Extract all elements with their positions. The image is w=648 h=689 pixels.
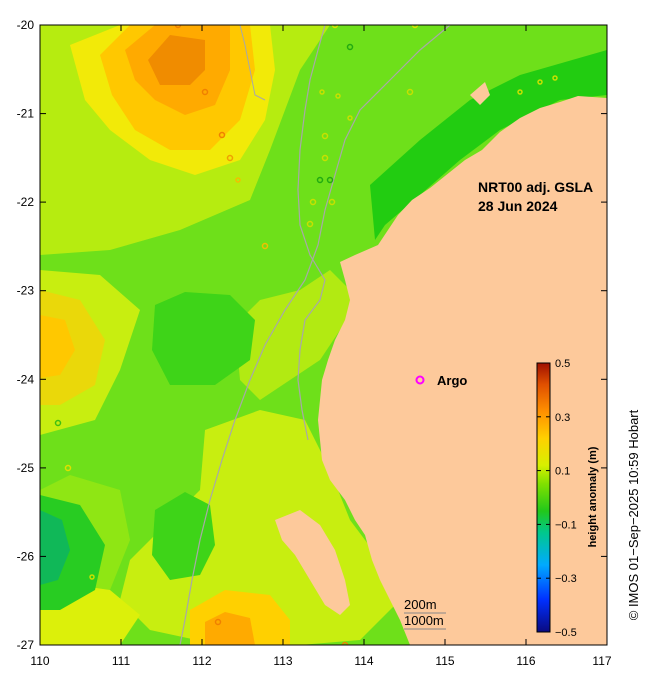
colorbar-tick-label: −0.3 [555,573,577,585]
argo-marker [321,154,329,162]
argo-marker [341,641,349,645]
argo-marker [201,88,209,96]
argo-marker [261,242,269,250]
colorbar-ticks [537,362,550,633]
lat-tick-label: -26 [17,549,35,563]
anomaly-band [148,35,205,85]
lon-tick-label: 117 [592,654,611,668]
credit-text: © IMOS 01−Sep−2025 10:59 Hobart [626,409,641,620]
anomaly-band [40,315,75,378]
depth-contour-1000m [179,25,451,645]
argo-marker [346,43,354,51]
ocean-field [40,25,607,645]
colorbar-tick-label: 0.5 [555,358,570,370]
map-date: 28 Jun 2024 [478,198,558,214]
argo-float-markers [54,25,558,645]
lat-tick-labels: -20 -21 -22 -23 -24 -25 -26 -27 [17,18,35,652]
argo-marker [64,464,72,472]
colorbar-tick-label: 0.3 [555,412,570,424]
depth-contour [239,25,266,101]
colorbar-tick-labels: 0.5 0.3 0.1 −0.1 −0.3 −0.5 [555,358,577,639]
island [470,82,490,105]
lat-ticks [40,24,607,646]
argo-legend-icon [415,375,425,385]
argo-marker [335,93,341,99]
lon-tick-label: 114 [354,654,373,668]
argo-marker [174,25,182,29]
colorbar [536,362,551,633]
argo-marker [328,198,336,206]
shelf-region [370,50,607,240]
colorbar-tick-label: 0.1 [555,466,570,478]
argo-marker [552,75,558,81]
argo-marker [326,176,334,184]
argo-marker [316,176,324,184]
lon-tick-label: 112 [192,654,211,668]
anomaly-band [152,292,255,385]
colorbar-label: height anomaly (m) [587,446,599,547]
lon-tick-label: 115 [435,654,454,668]
argo-marker [517,89,523,95]
lon-ticks [39,25,608,645]
lon-tick-label: 116 [516,654,535,668]
colorbar-tick-label: −0.1 [555,519,577,531]
lat-tick-label: -22 [17,195,35,209]
land-peninsula [275,510,350,615]
anomaly-band [235,270,360,400]
argo-marker [218,131,226,139]
argo-marker [235,177,241,183]
lat-tick-label: -23 [17,284,35,298]
plot-frame [39,24,608,646]
lon-tick-label: 110 [30,654,49,668]
argo-marker [347,115,353,121]
argo-marker [309,198,317,206]
argo-marker [331,25,339,29]
argo-marker [214,618,222,626]
argo-marker [321,132,329,140]
argo-marker [319,89,325,95]
map-title: NRT00 adj. GSLA [478,179,593,195]
argo-legend-label: Argo [437,373,467,388]
lat-tick-label: -27 [17,638,35,652]
land-mass [318,96,607,645]
argo-marker [537,79,543,85]
lon-tick-label: 111 [112,654,131,668]
colorbar-tick-label: −0.5 [555,627,577,639]
contour-label-200m: 200m [404,597,437,612]
anomaly-band [152,492,215,580]
lat-tick-label: -21 [17,107,35,121]
lat-tick-label: -20 [17,18,35,32]
contour-label-1000m: 1000m [404,613,444,628]
argo-marker [226,154,234,162]
argo-marker [411,25,419,29]
lat-tick-label: -24 [17,372,35,386]
depth-contour-200m [297,25,326,441]
lon-tick-label: 113 [273,654,292,668]
argo-marker [54,419,62,427]
argo-marker [306,220,314,228]
anomaly-band [40,510,70,585]
argo-marker [406,88,414,96]
lat-tick-label: -25 [17,461,35,475]
lon-tick-labels: 110 111 112 113 114 115 116 117 [30,654,611,668]
argo-marker [89,574,95,580]
